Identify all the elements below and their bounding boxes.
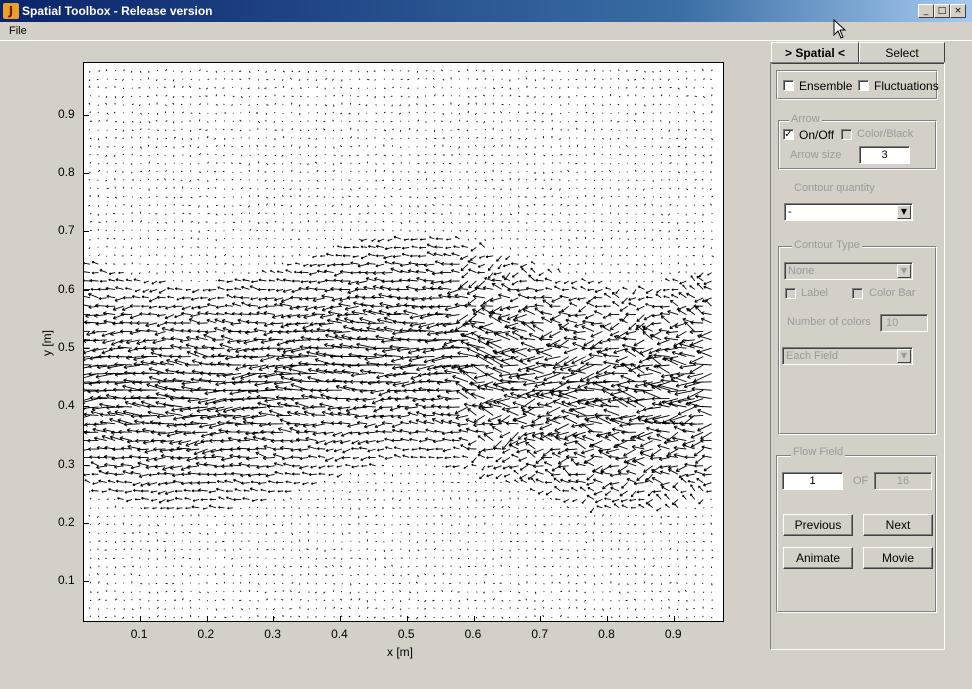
contour-quantity-label: Contour quantity [794,182,875,194]
menu-file[interactable]: File [9,25,27,37]
previous-button[interactable]: Previous [783,514,853,536]
x-tick-label: 0.8 [598,627,615,641]
contour-quantity-value: - [788,206,792,218]
x-tick-label: 0.6 [464,627,482,641]
x-tick-mark [139,616,141,621]
contour-scale-select[interactable]: Each Field ▼ [782,347,913,365]
arrow-onoff-checkbox[interactable]: ✓ [783,129,794,140]
movie-button[interactable]: Movie [863,547,933,569]
x-tick-label: 0.1 [130,627,148,641]
velocity-vectors [69,68,714,620]
animate-button[interactable]: Animate [783,547,853,569]
tab-select[interactable]: Select [859,42,945,64]
y-tick-mark [84,581,89,583]
x-tick-mark [607,616,609,621]
arrow-group [778,120,937,170]
title-bar: J Spatial Toolbox - Release version _ □ … [0,0,972,22]
x-tick-mark [540,616,542,621]
y-tick-mark [84,347,89,349]
ensemble-checkbox[interactable] [783,80,794,91]
arrow-onoff-label: On/Off [799,128,835,142]
x-tick-mark [473,616,475,621]
chevron-down-icon[interactable]: ▼ [897,205,911,219]
y-tick-label: 0.8 [58,164,75,179]
contour-label-checkbox[interactable] [785,288,796,299]
x-tick-mark [673,616,675,621]
ensemble-label: Ensemble [799,79,853,93]
control-panel [770,62,945,650]
contour-scale-value: Each Field [786,350,838,362]
close-button[interactable]: × [950,4,966,18]
y-tick-mark [84,172,89,174]
arrow-color-label: Color/Black [857,128,914,140]
y-tick-mark [84,464,89,466]
flow-field-group [776,455,937,613]
y-tick-label: 0.1 [58,573,75,588]
x-tick-mark [273,616,275,621]
y-tick-mark [84,289,89,291]
x-tick-label: 0.3 [264,627,281,641]
x-tick-mark [206,616,208,621]
y-tick-label: 0.9 [58,106,75,121]
x-tick-label: 0.5 [397,627,415,641]
mouse-cursor-icon [833,19,847,39]
flow-field-title: Flow Field [791,446,846,458]
window-title: Spatial Toolbox - Release version [22,4,213,18]
number-of-colors-label: Number of colors [787,316,871,328]
menu-separator [0,40,972,41]
y-tick-label: 0.4 [58,398,75,413]
matlab-icon: J [3,3,19,19]
arrow-color-checkbox[interactable] [841,129,852,140]
fluctuations-checkbox[interactable] [858,80,869,91]
menu-bar: File [0,22,972,40]
options-group [776,70,938,100]
contour-type-select[interactable]: None ▼ [784,262,913,280]
y-tick-label: 0.6 [58,281,75,296]
x-axis-label: x [m] [387,645,413,659]
maximize-button[interactable]: □ [934,4,950,18]
of-label: OF [853,475,869,487]
y-tick-mark [84,114,89,116]
quiver-plot [69,68,714,620]
y-tick-label: 0.5 [58,339,75,354]
fluctuations-label: Fluctuations [874,79,939,93]
tab-spatial[interactable]: > Spatial < [771,42,859,64]
x-tick-label: 0.4 [331,627,348,641]
x-tick-mark [340,616,342,621]
y-tick-mark [84,231,89,233]
y-tick-label: 0.7 [58,223,75,238]
next-button[interactable]: Next [863,514,933,536]
colorbar-label: Color Bar [869,287,916,299]
flow-field-total: 16 [874,472,932,490]
contour-label-label: Label [801,287,828,299]
arrow-size-label: Arrow size [790,149,842,161]
contour-type-title: Contour Type [792,239,862,251]
minimize-button[interactable]: _ [918,4,934,18]
plot-area[interactable] [69,62,724,622]
arrow-size-input[interactable]: 3 [859,146,910,164]
x-tick-mark [406,616,408,621]
colorbar-checkbox[interactable] [852,288,863,299]
y-axis-label: y [m] [40,330,54,356]
x-tick-label: 0.9 [664,627,682,641]
y-tick-mark [84,406,89,408]
x-tick-label: 0.7 [531,627,549,641]
arrow-group-title: Arrow [789,113,822,125]
x-tick-label: 0.2 [197,627,215,641]
contour-type-value: None [788,265,815,277]
y-tick-mark [84,522,89,524]
y-tick-label: 0.3 [58,456,75,471]
y-tick-label: 0.2 [58,514,75,529]
flow-field-current-input[interactable]: 1 [782,472,843,490]
contour-quantity-select[interactable]: - ▼ [784,203,913,221]
chevron-down-icon[interactable]: ▼ [897,264,911,278]
number-of-colors-input[interactable]: 10 [880,314,928,332]
chevron-down-icon[interactable]: ▼ [897,349,911,363]
